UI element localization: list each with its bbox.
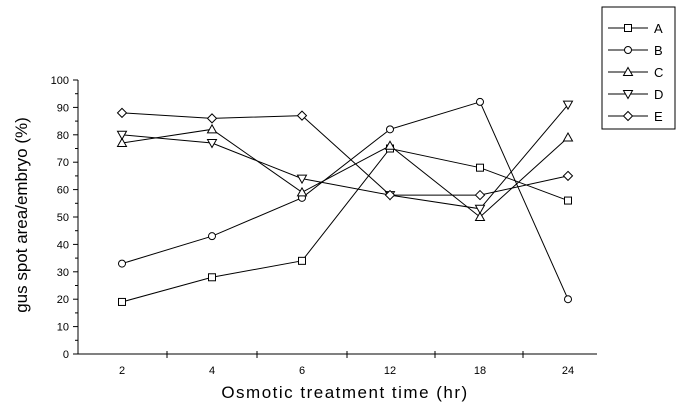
series-a-line xyxy=(121,147,569,303)
series-a-point xyxy=(208,273,216,282)
series-e-point xyxy=(116,107,128,119)
legend-a-marker xyxy=(624,24,632,32)
series-d-point xyxy=(116,130,128,141)
x-tick-label: 6 xyxy=(299,365,305,377)
series-d-point xyxy=(206,139,218,149)
series-e xyxy=(116,107,574,201)
y-tick-label: 50 xyxy=(57,212,69,224)
y-tick-label: 90 xyxy=(57,102,69,114)
series-b-point xyxy=(208,232,216,241)
series-e-point xyxy=(562,170,574,182)
series-c-line xyxy=(121,128,569,218)
series-b-point xyxy=(386,125,394,134)
series-d-line xyxy=(121,104,569,210)
x-axis-title: Osmotic treatment time (hr) xyxy=(221,383,468,402)
series-c-point xyxy=(296,186,308,197)
series-e-point xyxy=(296,110,308,121)
y-tick-label: 30 xyxy=(57,267,69,279)
legend-b-marker xyxy=(624,46,632,54)
legend-box xyxy=(601,6,676,130)
series-a-point xyxy=(476,163,484,172)
series-b-line xyxy=(121,101,569,300)
x-tick-label: 12 xyxy=(384,365,396,377)
legend-d-marker xyxy=(622,90,634,100)
series-e-point xyxy=(206,113,218,124)
series-e-point xyxy=(474,189,486,201)
x-tick-label: 2 xyxy=(119,365,125,377)
legend-a-label: A xyxy=(654,21,663,36)
series-d-point xyxy=(474,204,486,215)
series-c-point xyxy=(562,132,574,142)
legend-d-label: D xyxy=(654,87,663,102)
y-tick-label: 10 xyxy=(57,322,69,334)
series-a-point xyxy=(118,297,126,306)
y-axis-title: gus spot area/embryo (%) xyxy=(12,117,31,313)
y-tick-label: 40 xyxy=(57,239,69,251)
legend-b-label: B xyxy=(654,43,663,58)
y-tick-label: 70 xyxy=(57,157,69,169)
series-c-point xyxy=(474,211,486,221)
series-a xyxy=(118,144,572,306)
x-tick-label: 24 xyxy=(562,365,574,377)
y-tick-label: 0 xyxy=(63,349,69,361)
legend-c-label: C xyxy=(654,65,663,80)
series-c xyxy=(116,123,574,221)
series-a-point xyxy=(564,196,572,205)
series-a-point xyxy=(298,256,306,265)
x-tick-label: 4 xyxy=(209,365,215,377)
legend-c-marker xyxy=(622,66,634,76)
series-layer xyxy=(116,97,574,306)
y-tick-label: 80 xyxy=(57,130,69,142)
legend-e-label: E xyxy=(654,109,663,124)
series-e-point xyxy=(384,189,396,201)
series-e-line xyxy=(121,112,569,196)
series-b-point xyxy=(118,259,126,268)
series-d-point xyxy=(296,174,308,185)
y-tick-label: 60 xyxy=(57,185,69,197)
series-b xyxy=(118,97,572,304)
legend-e-marker xyxy=(622,110,634,122)
series-b-point xyxy=(476,97,484,106)
x-tick-label: 18 xyxy=(474,365,486,377)
series-c-point xyxy=(206,123,218,134)
series-c-point xyxy=(384,140,396,150)
series-b-point xyxy=(564,295,572,304)
y-tick-label: 20 xyxy=(57,294,69,306)
series-c-point xyxy=(116,137,128,148)
series-d-point xyxy=(562,100,574,111)
y-tick-label: 100 xyxy=(51,75,69,87)
